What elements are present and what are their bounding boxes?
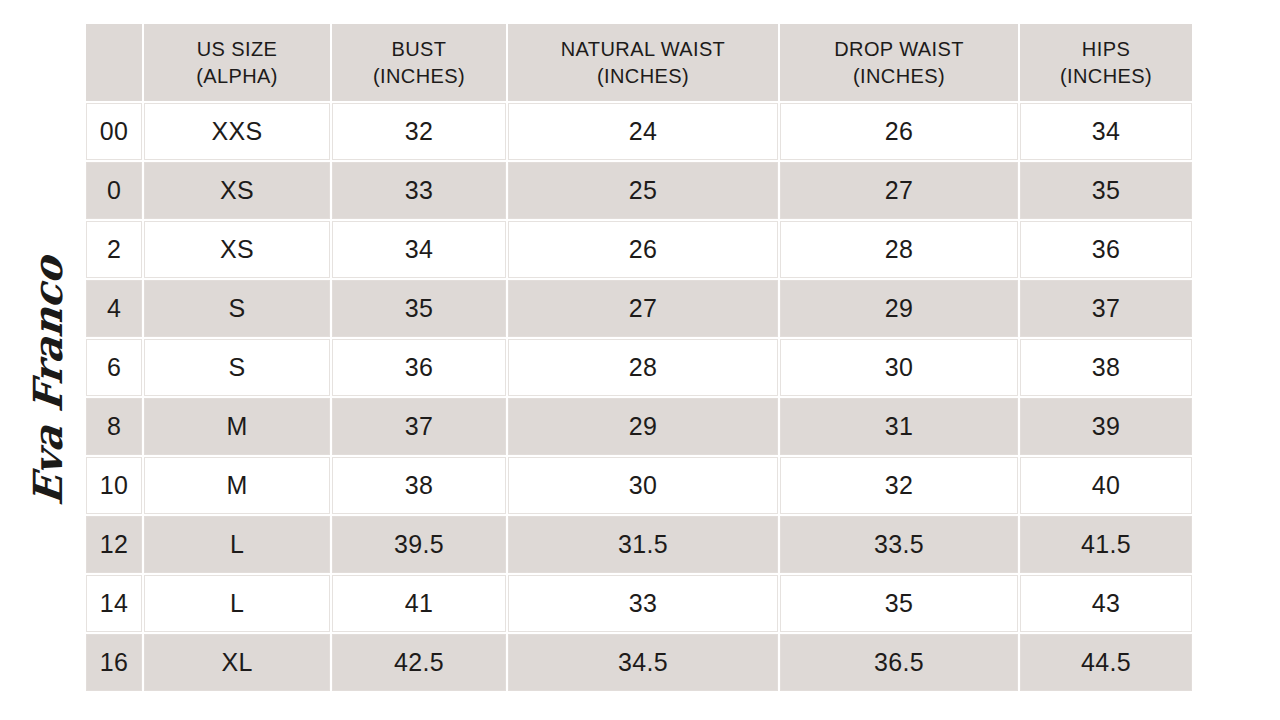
header-line2: (INCHES): [509, 63, 777, 90]
column-header-drop-waist: DROP WAIST (INCHES): [780, 24, 1018, 101]
drop-waist-cell: 27: [780, 162, 1018, 219]
hips-cell: 36: [1020, 221, 1192, 278]
natural-waist-cell: 30: [508, 457, 778, 514]
us-size-cell: 00: [86, 103, 142, 160]
header-row: US SIZE (ALPHA) BUST (INCHES) NATURAL WA…: [86, 24, 1192, 101]
drop-waist-cell: 35: [780, 575, 1018, 632]
natural-waist-cell: 27: [508, 280, 778, 337]
natural-waist-cell: 25: [508, 162, 778, 219]
alpha-size-cell: XXS: [144, 103, 330, 160]
table-row-size-2: 2 XS 34 26 28 36: [86, 221, 1192, 278]
drop-waist-cell: 29: [780, 280, 1018, 337]
us-size-cell: 6: [86, 339, 142, 396]
alpha-size-cell: M: [144, 398, 330, 455]
header-line2: (INCHES): [1021, 63, 1191, 90]
us-size-cell: 16: [86, 634, 142, 691]
hips-cell: 40: [1020, 457, 1192, 514]
header-line2: (INCHES): [333, 63, 505, 90]
alpha-size-cell: XS: [144, 221, 330, 278]
bust-cell: 36: [332, 339, 506, 396]
hips-cell: 39: [1020, 398, 1192, 455]
header-line1: HIPS: [1021, 36, 1191, 63]
table-row-size-14: 14 L 41 33 35 43: [86, 575, 1192, 632]
table-row-size-0: 0 XS 33 25 27 35: [86, 162, 1192, 219]
header-line1: DROP WAIST: [781, 36, 1017, 63]
bust-cell: 35: [332, 280, 506, 337]
drop-waist-cell: 32: [780, 457, 1018, 514]
alpha-size-cell: XS: [144, 162, 330, 219]
us-size-cell: 14: [86, 575, 142, 632]
table-row-size-12: 12 L 39.5 31.5 33.5 41.5: [86, 516, 1192, 573]
hips-cell: 38: [1020, 339, 1192, 396]
natural-waist-cell: 33: [508, 575, 778, 632]
us-size-cell: 12: [86, 516, 142, 573]
natural-waist-cell: 29: [508, 398, 778, 455]
alpha-size-cell: L: [144, 516, 330, 573]
table-row-size-6: 6 S 36 28 30 38: [86, 339, 1192, 396]
hips-cell: 34: [1020, 103, 1192, 160]
hips-cell: 37: [1020, 280, 1192, 337]
column-header-natural-waist: NATURAL WAIST (INCHES): [508, 24, 778, 101]
drop-waist-cell: 31: [780, 398, 1018, 455]
bust-cell: 37: [332, 398, 506, 455]
bust-cell: 39.5: [332, 516, 506, 573]
us-size-cell: 0: [86, 162, 142, 219]
header-line1: NATURAL WAIST: [509, 36, 777, 63]
natural-waist-cell: 31.5: [508, 516, 778, 573]
table-row-size-4: 4 S 35 27 29 37: [86, 280, 1192, 337]
us-size-cell: 10: [86, 457, 142, 514]
column-header-hips: HIPS (INCHES): [1020, 24, 1192, 101]
us-size-cell: 8: [86, 398, 142, 455]
natural-waist-cell: 34.5: [508, 634, 778, 691]
alpha-size-cell: M: [144, 457, 330, 514]
header-line2: (ALPHA): [145, 63, 329, 90]
drop-waist-cell: 36.5: [780, 634, 1018, 691]
us-size-cell: 4: [86, 280, 142, 337]
column-header-blank: [86, 24, 142, 101]
header-line1: US SIZE: [145, 36, 329, 63]
drop-waist-cell: 33.5: [780, 516, 1018, 573]
size-chart-page: Eva Franco US SIZE (ALPHA) BUST: [0, 0, 1280, 720]
bust-cell: 33: [332, 162, 506, 219]
hips-cell: 43: [1020, 575, 1192, 632]
natural-waist-cell: 24: [508, 103, 778, 160]
column-header-us-size: US SIZE (ALPHA): [144, 24, 330, 101]
hips-cell: 41.5: [1020, 516, 1192, 573]
bust-cell: 34: [332, 221, 506, 278]
table-row-size-16: 16 XL 42.5 34.5 36.5 44.5: [86, 634, 1192, 691]
alpha-size-cell: S: [144, 339, 330, 396]
bust-cell: 38: [332, 457, 506, 514]
alpha-size-cell: XL: [144, 634, 330, 691]
header-line2: (INCHES): [781, 63, 1017, 90]
us-size-cell: 2: [86, 221, 142, 278]
table-row-size-00: 00 XXS 32 24 26 34: [86, 103, 1192, 160]
drop-waist-cell: 28: [780, 221, 1018, 278]
size-chart-table: US SIZE (ALPHA) BUST (INCHES) NATURAL WA…: [84, 22, 1194, 693]
alpha-size-cell: L: [144, 575, 330, 632]
bust-cell: 32: [332, 103, 506, 160]
bust-cell: 42.5: [332, 634, 506, 691]
brand-logo: Eva Franco: [7, 276, 87, 486]
header-line1: BUST: [333, 36, 505, 63]
brand-logo-text: Eva Franco: [24, 254, 71, 507]
column-header-bust: BUST (INCHES): [332, 24, 506, 101]
natural-waist-cell: 26: [508, 221, 778, 278]
drop-waist-cell: 30: [780, 339, 1018, 396]
drop-waist-cell: 26: [780, 103, 1018, 160]
table-row-size-10: 10 M 38 30 32 40: [86, 457, 1192, 514]
alpha-size-cell: S: [144, 280, 330, 337]
natural-waist-cell: 28: [508, 339, 778, 396]
hips-cell: 44.5: [1020, 634, 1192, 691]
bust-cell: 41: [332, 575, 506, 632]
table-row-size-8: 8 M 37 29 31 39: [86, 398, 1192, 455]
hips-cell: 35: [1020, 162, 1192, 219]
